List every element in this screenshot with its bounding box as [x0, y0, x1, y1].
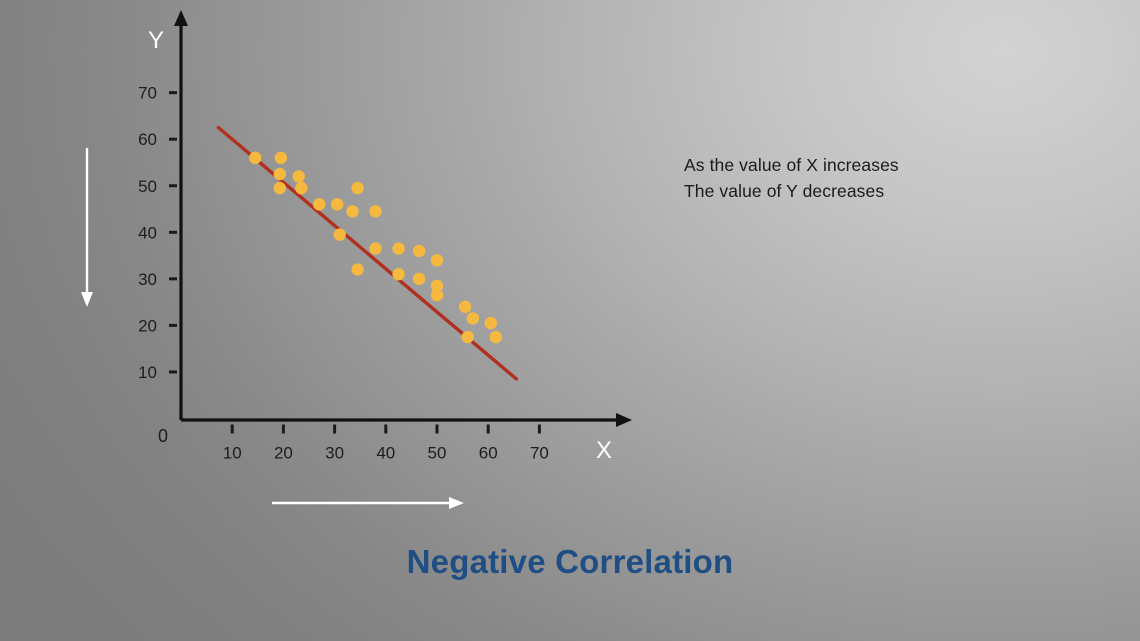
- y-tick-label: 60: [138, 130, 157, 149]
- data-point: [430, 288, 444, 302]
- y-axis: [174, 10, 188, 420]
- data-point: [466, 312, 480, 325]
- x-tick-label: 70: [530, 444, 549, 463]
- data-point: [292, 170, 305, 183]
- origin-label: 0: [158, 426, 168, 446]
- x-tick-label: 30: [325, 444, 344, 463]
- data-point: [369, 205, 382, 218]
- y-tick-label: 40: [138, 223, 157, 242]
- y-tick-label: 10: [138, 363, 157, 382]
- data-point: [461, 330, 474, 344]
- data-point: [430, 254, 444, 267]
- data-point: [489, 330, 503, 344]
- y-axis-title: Y: [148, 27, 164, 54]
- x-tick-label: 60: [479, 444, 498, 463]
- x-increase-guide-arrow: [272, 497, 464, 509]
- data-point: [412, 244, 426, 258]
- data-point: [313, 198, 326, 211]
- x-tick-label: 50: [428, 444, 447, 463]
- x-tick-label: 10: [223, 444, 242, 463]
- data-point: [392, 242, 405, 255]
- data-point: [351, 263, 364, 276]
- y-tick-label: 30: [138, 270, 157, 289]
- data-point: [274, 151, 288, 165]
- data-point: [392, 267, 405, 281]
- y-axis-arrowhead: [174, 10, 188, 26]
- annotation-line-1: As the value of X increases: [684, 155, 899, 175]
- x-tick-label: 40: [376, 444, 395, 463]
- y-tick-label: 20: [138, 316, 157, 335]
- data-point: [430, 279, 444, 293]
- x-axis: [181, 413, 632, 427]
- x-tick-label: 20: [274, 444, 293, 463]
- data-point: [458, 300, 472, 313]
- data-point: [369, 242, 382, 255]
- x-axis-title: X: [596, 437, 612, 464]
- data-point: [273, 167, 287, 181]
- y-tick-label: 70: [138, 84, 157, 103]
- data-point: [330, 198, 344, 211]
- y-tick-label: 50: [138, 177, 157, 196]
- data-point: [249, 151, 262, 165]
- data-point: [273, 181, 287, 195]
- x-axis-ticks: 10 20 30 40 50 60 70: [223, 424, 549, 463]
- right-arrow-icon: [449, 497, 464, 509]
- data-point: [346, 205, 359, 218]
- down-arrow-icon: [81, 292, 93, 307]
- data-point: [412, 272, 426, 286]
- y-axis-ticks: 10 20 30 40 50 60 70: [138, 84, 177, 382]
- scatter-points: [249, 151, 503, 344]
- x-axis-arrowhead: [616, 413, 632, 427]
- data-point: [351, 181, 364, 195]
- annotation-line-2: The value of Y decreases: [684, 181, 885, 201]
- data-point: [484, 316, 497, 330]
- y-decrease-guide-arrow: [81, 148, 93, 307]
- data-point: [333, 228, 346, 241]
- slide-title: Negative Correlation: [406, 543, 734, 580]
- annotation-text-block: As the value of X increases The value of…: [684, 152, 899, 204]
- data-point: [295, 181, 308, 195]
